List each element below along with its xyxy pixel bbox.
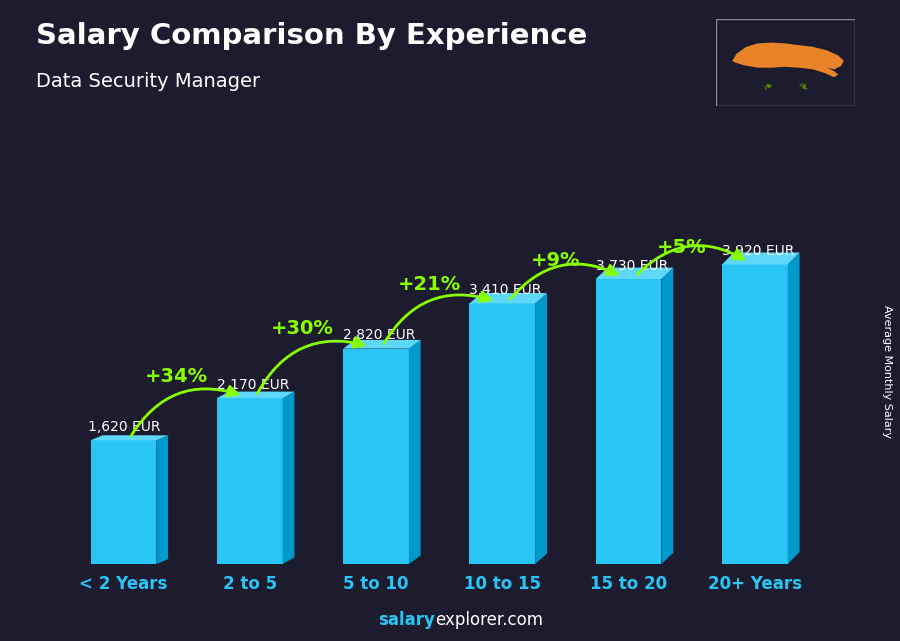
Polygon shape bbox=[662, 267, 673, 564]
Text: salary: salary bbox=[378, 612, 435, 629]
Polygon shape bbox=[91, 435, 168, 440]
Text: ❧: ❧ bbox=[760, 78, 777, 95]
Polygon shape bbox=[733, 42, 844, 77]
Polygon shape bbox=[596, 279, 662, 564]
Polygon shape bbox=[470, 303, 536, 564]
Text: +5%: +5% bbox=[657, 238, 706, 257]
Polygon shape bbox=[788, 253, 799, 564]
Text: 2,820 EUR: 2,820 EUR bbox=[343, 328, 416, 342]
Polygon shape bbox=[409, 340, 420, 564]
Text: 3,920 EUR: 3,920 EUR bbox=[722, 244, 795, 258]
Text: explorer.com: explorer.com bbox=[435, 612, 543, 629]
Text: ❧: ❧ bbox=[794, 78, 810, 95]
Text: Salary Comparison By Experience: Salary Comparison By Experience bbox=[36, 22, 587, 51]
Polygon shape bbox=[470, 293, 547, 303]
Text: Data Security Manager: Data Security Manager bbox=[36, 72, 260, 91]
Polygon shape bbox=[343, 340, 420, 349]
Polygon shape bbox=[91, 440, 157, 564]
Text: +9%: +9% bbox=[531, 251, 580, 271]
Text: +30%: +30% bbox=[272, 319, 334, 338]
Text: 3,410 EUR: 3,410 EUR bbox=[470, 283, 542, 297]
Text: 1,620 EUR: 1,620 EUR bbox=[88, 420, 160, 434]
Text: +34%: +34% bbox=[145, 367, 208, 387]
Polygon shape bbox=[343, 349, 409, 564]
Text: 2,170 EUR: 2,170 EUR bbox=[217, 378, 289, 392]
Text: 3,730 EUR: 3,730 EUR bbox=[596, 259, 668, 273]
Polygon shape bbox=[283, 392, 294, 564]
Text: Average Monthly Salary: Average Monthly Salary bbox=[881, 305, 892, 438]
Polygon shape bbox=[536, 293, 547, 564]
Polygon shape bbox=[157, 435, 168, 564]
Polygon shape bbox=[722, 253, 799, 265]
Polygon shape bbox=[722, 265, 788, 564]
Polygon shape bbox=[217, 392, 294, 398]
Text: +21%: +21% bbox=[398, 275, 461, 294]
Polygon shape bbox=[217, 398, 283, 564]
Polygon shape bbox=[596, 267, 673, 279]
